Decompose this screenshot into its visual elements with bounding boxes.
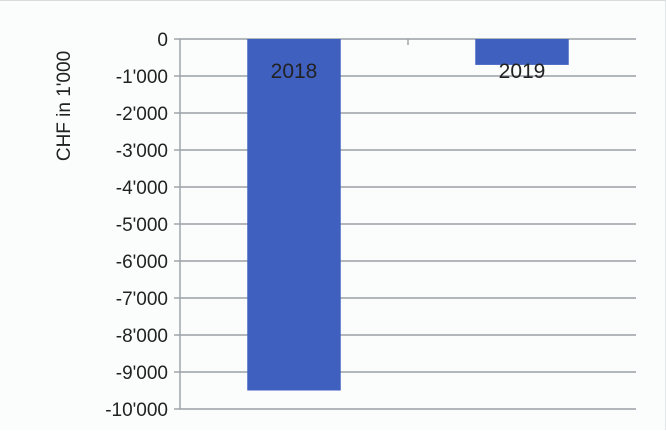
y-tick-label: -5'000 — [116, 215, 168, 236]
y-tick-label: -4'000 — [116, 178, 168, 199]
y-axis-title: CHF in 1'000 — [54, 51, 75, 161]
y-axis: 0 -1'000 -2'000 -3'000 -4'000 -5'000 -6'000 -7'… — [105, 30, 409, 421]
y-tick-label: -6'000 — [116, 252, 168, 273]
y-tick-label: 0 — [157, 30, 168, 51]
data-label-2019: 2019 — [499, 60, 546, 83]
y-tick-label: -8'000 — [116, 326, 168, 347]
y-tick-label: -1'000 — [116, 67, 168, 88]
y-tick-label: -3'000 — [116, 141, 168, 162]
y-tick-label: -2'000 — [116, 104, 168, 125]
bar-2019 — [475, 39, 569, 65]
bars — [247, 39, 569, 391]
data-labels: 2018 2019 — [271, 60, 546, 83]
bar-2018 — [247, 39, 341, 391]
y-tick-label: -10'000 — [105, 400, 168, 421]
y-tick-label: -9'000 — [116, 363, 168, 384]
y-tick-label: -7'000 — [116, 289, 168, 310]
data-label-2018: 2018 — [271, 60, 318, 83]
